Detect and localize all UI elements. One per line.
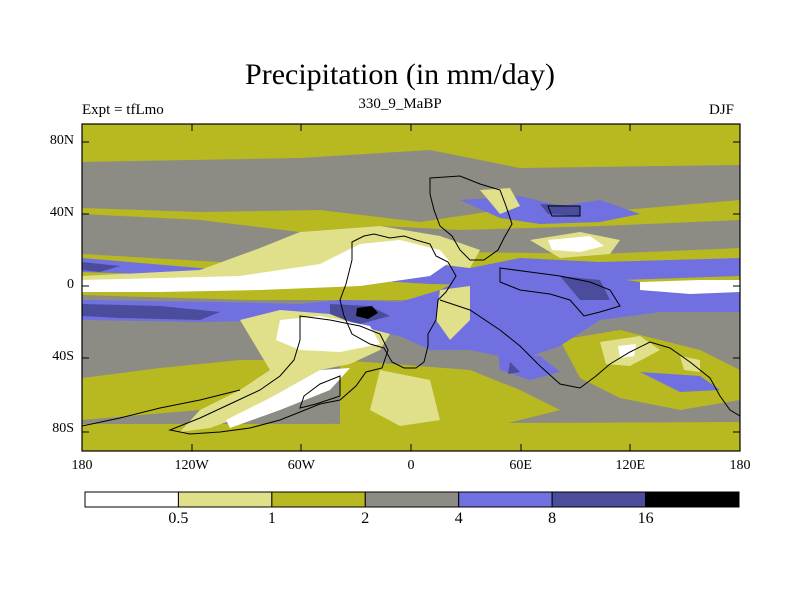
x-tick-label: 60W bbox=[287, 458, 315, 473]
y-tick-label: 80S bbox=[52, 421, 74, 436]
run-label: 330_9_MaBP bbox=[358, 96, 442, 112]
colorbar-swatch bbox=[458, 491, 553, 508]
colorbar-level-label: 8 bbox=[548, 510, 557, 527]
colorbar-level-label: 16 bbox=[637, 510, 654, 527]
season-label: DJF bbox=[709, 102, 735, 118]
y-tick-label: 40N bbox=[49, 205, 74, 220]
x-tick-label: 0 bbox=[407, 458, 415, 473]
x-tick-label: 120E bbox=[615, 458, 646, 473]
x-tick-label: 60E bbox=[509, 458, 532, 473]
colorbar-swatch bbox=[84, 491, 179, 508]
colorbar-swatch bbox=[645, 491, 740, 508]
colorbar-level-label: 4 bbox=[454, 510, 463, 527]
experiment-label: Expt = tfLmo bbox=[82, 102, 164, 118]
x-tick-label: 180 bbox=[729, 458, 751, 473]
colorbar-swatch bbox=[271, 491, 366, 508]
colorbar-swatch bbox=[177, 491, 273, 508]
y-tick-label: 0 bbox=[67, 277, 74, 292]
x-tick-label: 120W bbox=[174, 458, 209, 473]
colorbar bbox=[84, 491, 740, 508]
colorbar-level-label: 2 bbox=[361, 510, 370, 527]
y-tick-label: 80N bbox=[49, 133, 74, 148]
precip-field bbox=[82, 124, 740, 451]
colorbar-swatch bbox=[551, 491, 647, 508]
x-tick-label: 180 bbox=[71, 458, 93, 473]
colorbar-swatch bbox=[364, 491, 460, 508]
colorbar-level-label: 0.5 bbox=[168, 510, 189, 527]
tick-marks bbox=[82, 124, 740, 451]
colorbar-level-label: 1 bbox=[267, 510, 276, 527]
chart-title: Precipitation (in mm/day) bbox=[245, 58, 555, 91]
y-tick-label: 40S bbox=[52, 349, 74, 364]
